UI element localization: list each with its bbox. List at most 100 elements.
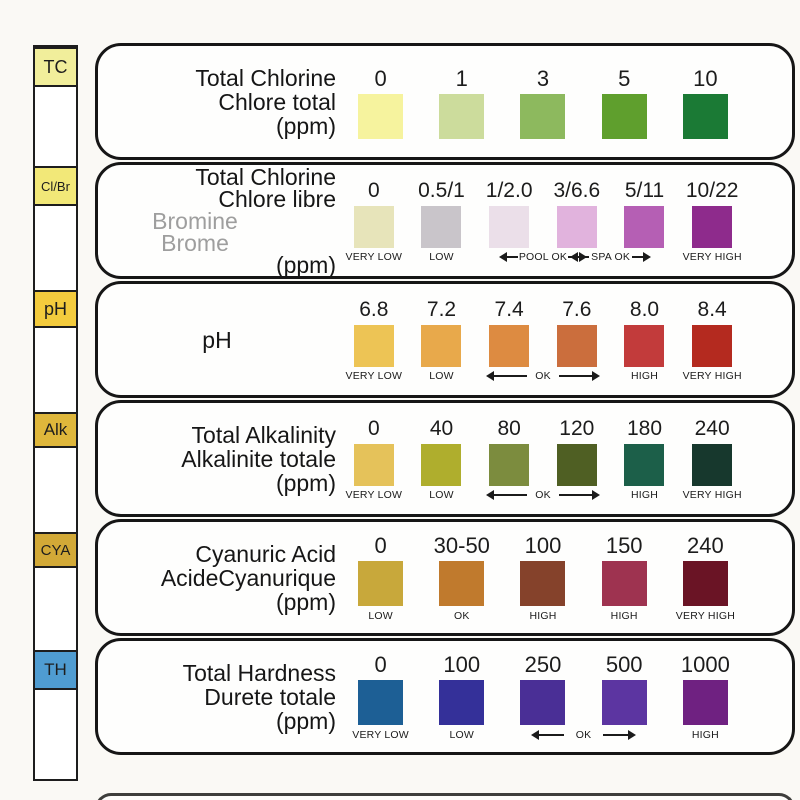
color-swatch [692, 443, 733, 486]
value-label: 5/11 [624, 178, 665, 202]
strip-pad-label: pH [43, 298, 67, 319]
status-label: VERY HIGH [682, 489, 742, 501]
panel-cyanuric-acid: Cyanuric Acid AcideCyanurique (ppm) 0 30-50 1… [95, 519, 795, 636]
value-label: 180 [626, 416, 663, 440]
swatch-grid: 0 40 80 120 180 240 VERY LOW LOW OK HIGH VERY HIGH [336, 403, 792, 514]
swatch-cell [475, 324, 543, 367]
panel-title-line: Total Alkalinity [191, 421, 336, 448]
panel-total-chlorine: Total Chlorine Chlore total (ppm) 0 1 3 5 10 [95, 43, 795, 160]
strip-pad-label: Alk [43, 420, 68, 439]
swatch-cell [665, 680, 746, 725]
color-swatch [601, 561, 647, 606]
color-swatch [353, 205, 394, 248]
strip-pad-alk: Alk [35, 412, 76, 448]
color-swatch [682, 561, 728, 606]
color-swatch [439, 680, 485, 725]
panel-title: Total Alkalinity Alkalinite totale (ppm) [98, 403, 336, 514]
value-label: 0 [374, 533, 387, 558]
color-swatch [489, 324, 530, 367]
arrow-left-icon [570, 252, 590, 262]
status-label: OK [475, 488, 610, 503]
value-label: 3 [536, 65, 550, 91]
arrow-left-icon [530, 729, 564, 740]
arrow-right-icon [558, 490, 600, 500]
panel-title-line: Alkalinite totale [181, 445, 336, 472]
swatch-grid: 0 0.5/1 1/2.0 3/6.6 5/11 10/22 VERY LOW LOW POOL… [336, 165, 792, 276]
swatch-cell [340, 205, 408, 248]
test-strip: TC Cl/Br pH Alk CYA TH [33, 45, 78, 781]
swatch-cell [340, 680, 421, 725]
swatch-grid: 6.8 7.2 7.4 7.6 8.0 8.4 VERY LOW LOW OK HIGH VERY … [336, 284, 792, 395]
status-label-text: OK [575, 728, 592, 741]
panel-title-line: (ppm) [275, 112, 336, 139]
swatch-cell [584, 680, 665, 725]
panel-total-hardness: Total Hardness Durete totale (ppm) 0 100 250 5… [95, 638, 795, 755]
value-label: 40 [429, 416, 454, 440]
swatch-cell [421, 93, 502, 139]
color-swatch [520, 93, 566, 139]
value-label: 0 [367, 416, 380, 440]
panel-title: pH [98, 284, 336, 395]
strip-pad-tc: TC [35, 47, 76, 87]
swatch-cell [543, 443, 611, 486]
color-swatch [439, 561, 485, 606]
color-swatch [556, 443, 597, 486]
status-label: HIGH [630, 370, 659, 382]
strip-pad-label: Cl/Br [41, 178, 70, 194]
status-label: OK [454, 609, 470, 622]
arrow-left-icon [486, 490, 528, 500]
status-label: OK [475, 369, 610, 384]
panel-ph: pH 6.8 7.2 7.4 7.6 8.0 8.4 VERY LOW LOW OK HIGH VER… [95, 281, 795, 398]
panel-title-line: pH [202, 326, 232, 353]
color-swatch [601, 93, 647, 139]
panel-title: Total Chlorine Chlore libre Bromine Brome (p… [98, 165, 336, 276]
status-label: OK [502, 727, 664, 742]
panel-title: Total Hardness Durete totale (ppm) [98, 641, 336, 752]
status-label-text: OK [535, 370, 551, 382]
color-swatch [624, 324, 665, 367]
strip-pad-label: CYA [40, 541, 71, 559]
status-label: HIGH [610, 609, 638, 622]
color-swatch [353, 443, 394, 486]
swatch-cell [421, 680, 502, 725]
color-swatch [421, 324, 462, 367]
status-label: HIGH [691, 728, 719, 741]
color-swatch [682, 680, 728, 725]
strip-pad-label: TC [43, 56, 68, 77]
panel-title-line: Brome [161, 229, 229, 256]
swatch-cell [584, 93, 665, 139]
value-label: 240 [694, 416, 730, 440]
status-label: LOW [449, 728, 475, 741]
panel-title-line: Chlore libre [218, 185, 336, 212]
swatch-cell [611, 205, 679, 248]
status-label: VERY LOW [352, 728, 409, 741]
panel-title-line: (ppm) [275, 469, 336, 496]
status-label: LOW [368, 609, 393, 622]
arrow-left-icon [498, 252, 518, 262]
status-label: SPA OK [543, 250, 678, 265]
value-label: 100 [443, 652, 481, 677]
strip-pad-clbr: Cl/Br [35, 166, 76, 206]
swatch-grid: 0 1 3 5 10 [336, 46, 792, 157]
status-label: VERY HIGH [682, 370, 742, 382]
swatch-cell [340, 93, 421, 139]
next-panel-cropped-edge [95, 793, 795, 800]
color-swatch [358, 680, 404, 725]
strip-pad-ph: pH [35, 290, 76, 328]
status-label: LOW [429, 370, 454, 382]
swatch-cell [584, 561, 665, 606]
color-swatch [601, 680, 647, 725]
swatch-cell [678, 443, 746, 486]
arrow-left-icon [486, 371, 528, 381]
status-label-text: POOL OK [518, 251, 568, 263]
value-label: 1000 [680, 652, 730, 677]
panel-total-alkalinity: Total Alkalinity Alkalinite totale (ppm) 0 4… [95, 400, 795, 517]
value-label: 150 [605, 533, 643, 558]
strip-pad-cya: CYA [35, 532, 76, 568]
panel-title-line: (ppm) [275, 251, 336, 278]
color-swatch [358, 561, 404, 606]
panel-title-line: Bromine [152, 207, 238, 234]
value-label: 250 [524, 652, 562, 677]
panel-title: Total Chlorine Chlore total (ppm) [98, 46, 336, 157]
